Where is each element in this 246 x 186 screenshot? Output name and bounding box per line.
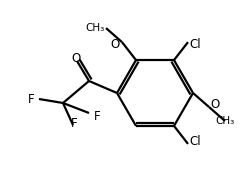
Text: F: F	[94, 110, 101, 123]
Text: CH₃: CH₃	[86, 23, 105, 33]
Text: F: F	[71, 117, 77, 130]
Text: O: O	[210, 98, 219, 111]
Text: O: O	[111, 38, 120, 51]
Text: O: O	[71, 52, 81, 65]
Text: Cl: Cl	[189, 38, 201, 51]
Text: Cl: Cl	[189, 135, 201, 148]
Text: F: F	[27, 92, 34, 105]
Text: CH₃: CH₃	[215, 116, 235, 126]
